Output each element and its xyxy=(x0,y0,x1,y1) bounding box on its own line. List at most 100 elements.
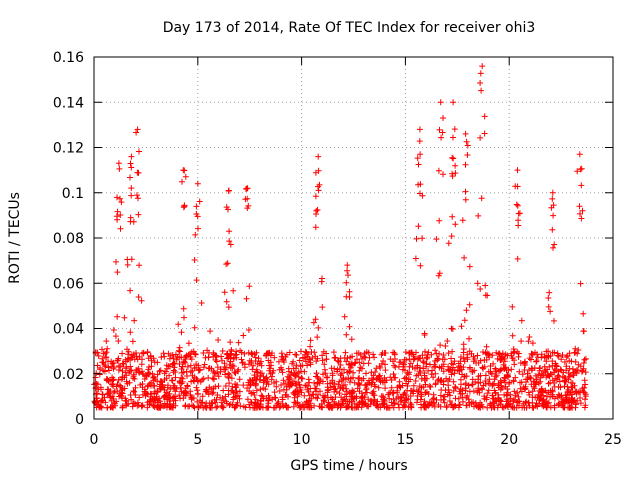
x-tick-label: 10 xyxy=(293,432,311,448)
data-point xyxy=(303,349,310,356)
data-point xyxy=(110,365,117,372)
data-point xyxy=(528,367,535,374)
data-point xyxy=(414,155,421,162)
data-point xyxy=(260,385,267,392)
data-point xyxy=(447,366,453,373)
data-point xyxy=(195,225,201,232)
data-point xyxy=(499,350,506,357)
data-point xyxy=(276,388,283,394)
data-point xyxy=(382,367,389,374)
data-point xyxy=(115,377,122,383)
data-point xyxy=(140,371,147,378)
data-point xyxy=(545,380,552,387)
data-point xyxy=(436,364,443,371)
data-point xyxy=(283,351,290,358)
data-point xyxy=(582,396,588,403)
data-point xyxy=(203,400,210,407)
data-point xyxy=(525,338,532,345)
data-point xyxy=(388,399,395,406)
data-point xyxy=(96,371,103,378)
data-point xyxy=(134,192,140,199)
data-point xyxy=(225,304,232,311)
data-point xyxy=(401,390,408,397)
data-point xyxy=(565,376,572,383)
x-tick-label: 15 xyxy=(396,432,414,448)
data-point xyxy=(191,257,198,263)
data-point xyxy=(116,165,123,172)
data-point xyxy=(176,392,183,399)
data-point xyxy=(280,377,287,384)
data-point xyxy=(370,376,377,383)
data-point xyxy=(187,350,194,357)
data-point xyxy=(337,385,344,392)
y-tick-label: 0.1 xyxy=(62,186,84,202)
data-point xyxy=(112,402,119,409)
data-point xyxy=(201,361,208,368)
data-point xyxy=(515,217,522,224)
data-point xyxy=(508,366,515,373)
data-point xyxy=(436,217,443,224)
data-point xyxy=(167,386,174,392)
data-point xyxy=(115,160,122,167)
data-point xyxy=(581,404,588,411)
data-point xyxy=(511,361,518,368)
data-point xyxy=(429,396,436,403)
data-point xyxy=(419,235,426,242)
data-point xyxy=(225,373,232,380)
data-point xyxy=(131,317,138,324)
data-point xyxy=(114,208,121,215)
data-point xyxy=(501,358,508,365)
data-point xyxy=(199,393,206,400)
data-point xyxy=(531,385,538,392)
data-point xyxy=(233,403,239,410)
data-point xyxy=(563,363,570,370)
data-point xyxy=(164,365,171,372)
data-point xyxy=(207,328,214,335)
data-point xyxy=(538,392,545,399)
data-point xyxy=(172,369,179,375)
data-point xyxy=(315,167,322,174)
data-point xyxy=(571,349,578,356)
data-point xyxy=(464,152,471,158)
data-point xyxy=(310,391,317,398)
data-point xyxy=(561,404,568,411)
data-point xyxy=(314,395,321,402)
data-point xyxy=(170,360,177,367)
data-point xyxy=(264,350,271,357)
data-point xyxy=(240,332,247,339)
data-point xyxy=(511,388,518,395)
data-point xyxy=(484,350,491,357)
data-point xyxy=(421,398,428,405)
data-point xyxy=(340,376,347,383)
data-point xyxy=(533,400,540,407)
data-point xyxy=(408,401,415,408)
data-point xyxy=(152,376,159,383)
data-point xyxy=(166,402,173,409)
data-point xyxy=(153,404,160,410)
data-point xyxy=(545,303,552,310)
data-point xyxy=(420,359,427,366)
data-point xyxy=(316,380,323,387)
data-point xyxy=(226,228,233,235)
data-point xyxy=(176,347,182,354)
data-point xyxy=(307,337,314,344)
data-point xyxy=(464,356,471,363)
data-point xyxy=(528,375,534,382)
data-point xyxy=(549,388,556,395)
data-point xyxy=(518,317,525,324)
data-point xyxy=(128,185,135,192)
data-point xyxy=(331,388,338,395)
data-point xyxy=(127,160,134,167)
data-point xyxy=(290,365,297,372)
data-point xyxy=(500,404,507,411)
data-point xyxy=(547,404,554,411)
data-point xyxy=(448,371,455,378)
data-point xyxy=(496,397,503,404)
data-point xyxy=(157,398,164,405)
data-point xyxy=(246,361,252,368)
data-point xyxy=(158,354,165,361)
data-point xyxy=(222,371,229,378)
data-point xyxy=(502,379,509,386)
data-point xyxy=(236,376,243,383)
data-point xyxy=(347,375,354,382)
